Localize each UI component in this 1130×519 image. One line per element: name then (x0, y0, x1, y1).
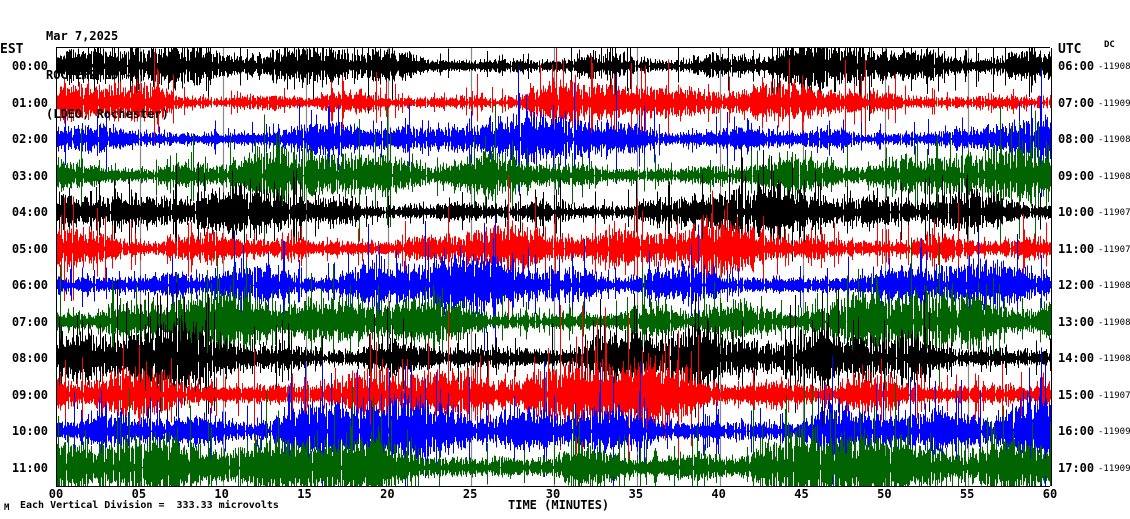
seismogram-traces (57, 48, 1051, 486)
title-line-station: (LDEO, Rochester) (46, 107, 169, 121)
title-line-date: Mar 7,2025 (46, 29, 119, 43)
trace-hour-5 (57, 175, 1051, 319)
est-time-label: 04:00 (11, 205, 48, 220)
dc-offset-value: -1190856 (1098, 317, 1130, 328)
scale-footnote: Each Vertical Division = 333.33 microvol… (20, 500, 279, 511)
utc-time-label: 08:00 (1058, 132, 1095, 147)
trace-hour-8 (57, 279, 1051, 437)
est-time-label: 05:00 (11, 241, 48, 256)
x-tick-label: 40 (711, 487, 726, 501)
x-tick-label: 50 (877, 487, 892, 501)
x-tick-label: 00 (48, 487, 64, 501)
x-tick-label: 15 (297, 487, 312, 501)
title-line-channel: ROC EHZ LD -- (46, 68, 140, 82)
trace-hour-4 (57, 145, 1051, 271)
utc-time-label: 16:00 (1058, 424, 1095, 439)
x-tick-label: 25 (462, 487, 478, 501)
trace-hour-1 (57, 48, 1051, 146)
est-time-label: 10:00 (11, 424, 48, 439)
est-time-label: 02:00 (11, 132, 48, 147)
est-time-label: 03:00 (11, 168, 48, 183)
est-time-label: 01:00 (11, 95, 48, 110)
right-axis-header: UTC (1058, 42, 1082, 57)
trace-path (57, 175, 1051, 319)
dc-offset-value: -1190855 (1098, 62, 1130, 73)
est-time-label: 00:00 (11, 59, 48, 74)
trace-path (57, 145, 1051, 271)
trace-path (57, 48, 1051, 122)
est-time-label: 11:00 (11, 460, 48, 475)
utc-time-label: 06:00 (1058, 59, 1095, 74)
trace-path (57, 104, 1051, 251)
est-time-label: 09:00 (11, 387, 48, 402)
x-tick-label: 05 (131, 487, 147, 501)
trace-hour-11 (57, 383, 1051, 486)
utc-time-label: 12:00 (1058, 278, 1095, 293)
est-time-label: 08:00 (11, 351, 48, 366)
est-time-label: 06:00 (11, 278, 48, 293)
est-time-label: 07:00 (11, 314, 48, 329)
trace-path (57, 66, 1051, 198)
x-axis-title: TIME (MINUTES) (508, 498, 610, 512)
x-tick-label: 55 (959, 487, 975, 501)
utc-time-label: 13:00 (1058, 314, 1095, 329)
dc-offset-value: -1190886 (1098, 171, 1130, 182)
utc-time-label: 10:00 (1058, 205, 1095, 220)
seismogram-plot-area[interactable] (56, 48, 1052, 486)
trace-hour-2 (57, 66, 1051, 198)
x-tick-label: 10 (214, 487, 229, 501)
trace-hour-0 (57, 48, 1051, 122)
utc-time-label: 09:00 (1058, 168, 1095, 183)
left-axis-header: EST (0, 42, 24, 57)
x-tick-label: 60 (1042, 487, 1058, 501)
dc-offset-value: -1190722 (1098, 390, 1130, 401)
trace-path (57, 48, 1051, 146)
footnote-mark: M (4, 503, 10, 513)
x-tick-label: 35 (628, 487, 644, 501)
dc-offset-value: -1190799 (1098, 208, 1130, 219)
utc-time-label: 11:00 (1058, 241, 1095, 256)
dc-offset-value: -1190891 (1098, 354, 1130, 365)
trace-hour-6 (57, 217, 1051, 352)
axis-line-top (56, 47, 1050, 48)
x-tick-label: 45 (794, 487, 809, 501)
trace-hour-3 (57, 104, 1051, 251)
trace-path (57, 383, 1051, 486)
dc-offset-value: -1190901 (1098, 98, 1130, 109)
trace-path (57, 279, 1051, 437)
x-tick-label: 30 (545, 487, 561, 501)
utc-time-label: 15:00 (1058, 387, 1095, 402)
utc-time-label: 17:00 (1058, 460, 1095, 475)
trace-path (57, 217, 1051, 352)
axis-line-bottom (56, 486, 1050, 487)
utc-time-label: 07:00 (1058, 95, 1095, 110)
plot-title: Mar 7,2025 ROC EHZ LD -- (LDEO, Rocheste… (46, 4, 169, 147)
dc-offset-value: -1190776 (1098, 244, 1130, 255)
utc-time-label: 14:00 (1058, 351, 1095, 366)
dc-offset-value: -1190818 (1098, 281, 1130, 292)
dc-column-header: DC (1104, 40, 1115, 50)
x-tick-label: 20 (380, 487, 395, 501)
dc-offset-value: -1190911 (1098, 463, 1130, 474)
